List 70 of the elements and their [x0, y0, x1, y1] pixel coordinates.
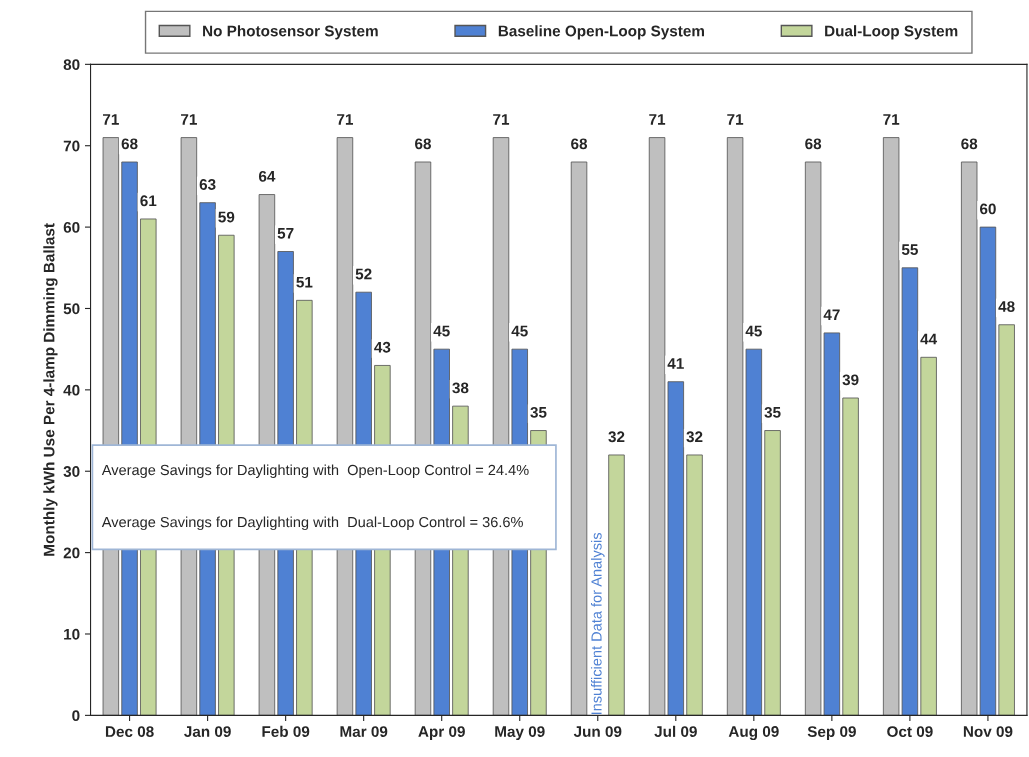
x-tick-label: Oct 09 [887, 726, 933, 737]
x-tick-label: Dec 08 [105, 726, 154, 737]
x-tick-label: Jan 09 [184, 726, 231, 737]
data-label: 57 [277, 228, 294, 239]
annotation: Average Savings for Daylighting with Open-Loop Control = 24.4% [101, 464, 529, 479]
x-tick-label: Mar 09 [340, 726, 388, 737]
bar [686, 454, 703, 716]
x-tick-label: Aug 09 [728, 726, 779, 741]
y-tick-label: 10 [64, 628, 80, 640]
data-label: 68 [961, 138, 978, 150]
y-tick-label: 0 [72, 710, 80, 722]
data-label: 60 [979, 203, 996, 215]
y-tick-label: 80 [63, 59, 80, 71]
x-tick-label: Nov 09 [963, 726, 1013, 737]
data-label: 63 [199, 179, 216, 190]
annotation: Average Savings for Daylighting with Dual-Loop Control = 36.6% [101, 516, 523, 531]
data-label: 68 [571, 138, 588, 150]
data-label: 71 [727, 114, 744, 125]
y-tick-label: 40 [63, 384, 80, 396]
data-label: 71 [337, 114, 354, 125]
y-axis-title: Monthly kWh Use Per 4-lamp Dimming Ballast [43, 223, 58, 556]
x-tick-label: May 09 [495, 726, 545, 741]
y-tick-label: 50 [63, 303, 80, 315]
data-label: 71 [883, 114, 900, 125]
data-label: 68 [805, 138, 822, 150]
x-tick-label: Jul 09 [654, 725, 697, 737]
bar [842, 397, 859, 716]
data-label: 68 [121, 138, 138, 150]
data-label: 59 [218, 211, 235, 223]
bar [920, 356, 937, 716]
data-label: 32 [608, 431, 625, 443]
data-label: 64 [258, 170, 276, 182]
data-label: 45 [511, 325, 528, 337]
data-label: 52 [355, 268, 372, 280]
legend-label: Dual-Loop System [825, 25, 958, 40]
data-label: 35 [530, 406, 547, 418]
data-label: 32 [686, 431, 703, 443]
data-label: 38 [452, 382, 469, 394]
legend-label: Baseline Open-Loop System [498, 25, 704, 40]
bar [608, 454, 625, 716]
data-label: 71 [649, 114, 666, 125]
data-label: 71 [493, 114, 510, 125]
bar [570, 161, 588, 716]
data-label: 41 [667, 358, 684, 369]
y-tick-label: 20 [63, 547, 80, 559]
data-label: 39 [842, 374, 859, 386]
x-tick-label: Apr 09 [418, 726, 465, 741]
x-tick-label: Sep 09 [807, 726, 856, 741]
legend-label: No Photosensor System [203, 25, 378, 40]
data-label: 44 [920, 333, 938, 345]
data-label: 47 [823, 309, 840, 320]
data-label: 61 [140, 195, 157, 207]
data-label: 68 [415, 138, 431, 150]
bar [998, 324, 1015, 716]
y-tick-label: 60 [63, 221, 80, 233]
data-label: 51 [296, 276, 313, 288]
annotation: Insufficient Data for Analysis [590, 532, 605, 715]
x-tick-label: Feb 09 [262, 725, 310, 737]
y-tick-label: 70 [63, 140, 80, 152]
data-label: 55 [901, 244, 918, 255]
x-tick-label: Jun 09 [573, 726, 622, 737]
y-tick-label: 30 [63, 466, 80, 477]
data-label: 43 [374, 341, 391, 353]
data-label: 48 [998, 301, 1015, 312]
data-label: 35 [764, 406, 781, 418]
data-label: 71 [181, 114, 197, 125]
bar [764, 430, 781, 716]
data-label: 71 [103, 114, 119, 125]
data-label: 45 [745, 325, 762, 337]
data-label: 45 [433, 325, 450, 337]
